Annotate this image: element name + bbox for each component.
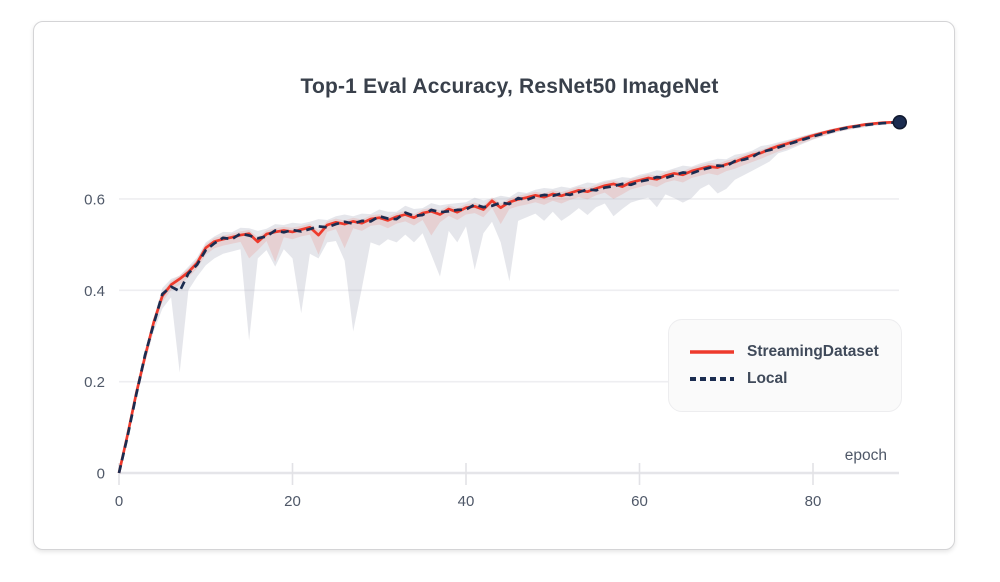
y-tick-label: 0 — [97, 466, 105, 483]
legend-item-streamingdataset[interactable]: StreamingDataset — [689, 343, 901, 361]
plot-area[interactable]: 0 0.2 0.4 0.6 0 20 40 60 80 — [34, 22, 956, 551]
band-streamingdataset — [119, 121, 900, 474]
chart-card: 0 0.2 0.4 0.6 0 20 40 60 80 Top-1 Eval Accuracy,… — [33, 21, 955, 550]
x-axis-label: epoch — [844, 447, 887, 464]
x-tick-label: 40 — [458, 493, 475, 510]
line-streamingdataset[interactable] — [117, 120, 900, 474]
x-tick-label: 20 — [284, 493, 301, 510]
band-local — [119, 120, 900, 474]
x-tick-label: 60 — [631, 493, 648, 510]
y-tick-label: 0.6 — [84, 191, 105, 208]
x-tick-label: 80 — [805, 493, 822, 510]
x-tick-label: 0 — [115, 493, 123, 510]
line-local[interactable] — [117, 120, 900, 474]
legend-item-local[interactable]: Local — [689, 370, 901, 388]
y-tick-label: 0.2 — [84, 374, 105, 391]
legend[interactable]: StreamingDataset Local — [668, 319, 902, 412]
chart-title: Top-1 Eval Accuracy, ResNet50 ImageNet — [300, 75, 719, 98]
y-tick-label: 0.4 — [84, 283, 105, 300]
legend-dashed-line-icon — [690, 377, 734, 381]
legend-label-streamingdataset: StreamingDataset — [747, 343, 879, 360]
legend-solid-line-icon — [690, 350, 734, 354]
end-point-marker[interactable] — [892, 115, 907, 130]
legend-label-local: Local — [747, 370, 788, 387]
